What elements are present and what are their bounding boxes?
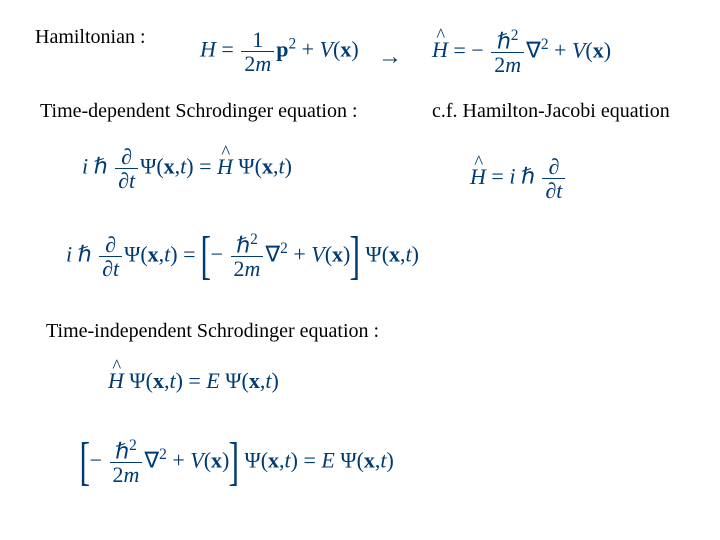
heading-tdse: Time-dependent Schrodinger equation : [40, 100, 358, 123]
eq-tise-short: H Ψ(x,t) = E Ψ(x,t) [108, 368, 279, 394]
eq-hj: H = i ℏ ∂ ∂t [470, 155, 567, 202]
eq-quantum-hamiltonian: H = − ℏ2 2m ∇2 + V(x) [432, 28, 611, 77]
eq-tdse-long: i ℏ ∂ ∂t Ψ(x,t) = [− ℏ2 2m ∇2 + V(x)] Ψ(… [66, 232, 419, 281]
eq-tise-long: [− ℏ2 2m ∇2 + V(x)] Ψ(x,t) = E Ψ(x,t) [80, 438, 394, 487]
arrow-icon: → [378, 44, 402, 71]
heading-hamiltonian: Hamiltonian : [35, 26, 146, 49]
heading-tise: Time-independent Schrodinger equation : [46, 320, 379, 343]
heading-cf-hj: c.f. Hamilton-Jacobi equation [432, 100, 670, 123]
eq-tdse-short: i ℏ ∂ ∂t Ψ(x,t) = H Ψ(x,t) [82, 145, 292, 192]
eq-classical-hamiltonian: H = 1 2m p2 + V(x) [200, 28, 359, 75]
